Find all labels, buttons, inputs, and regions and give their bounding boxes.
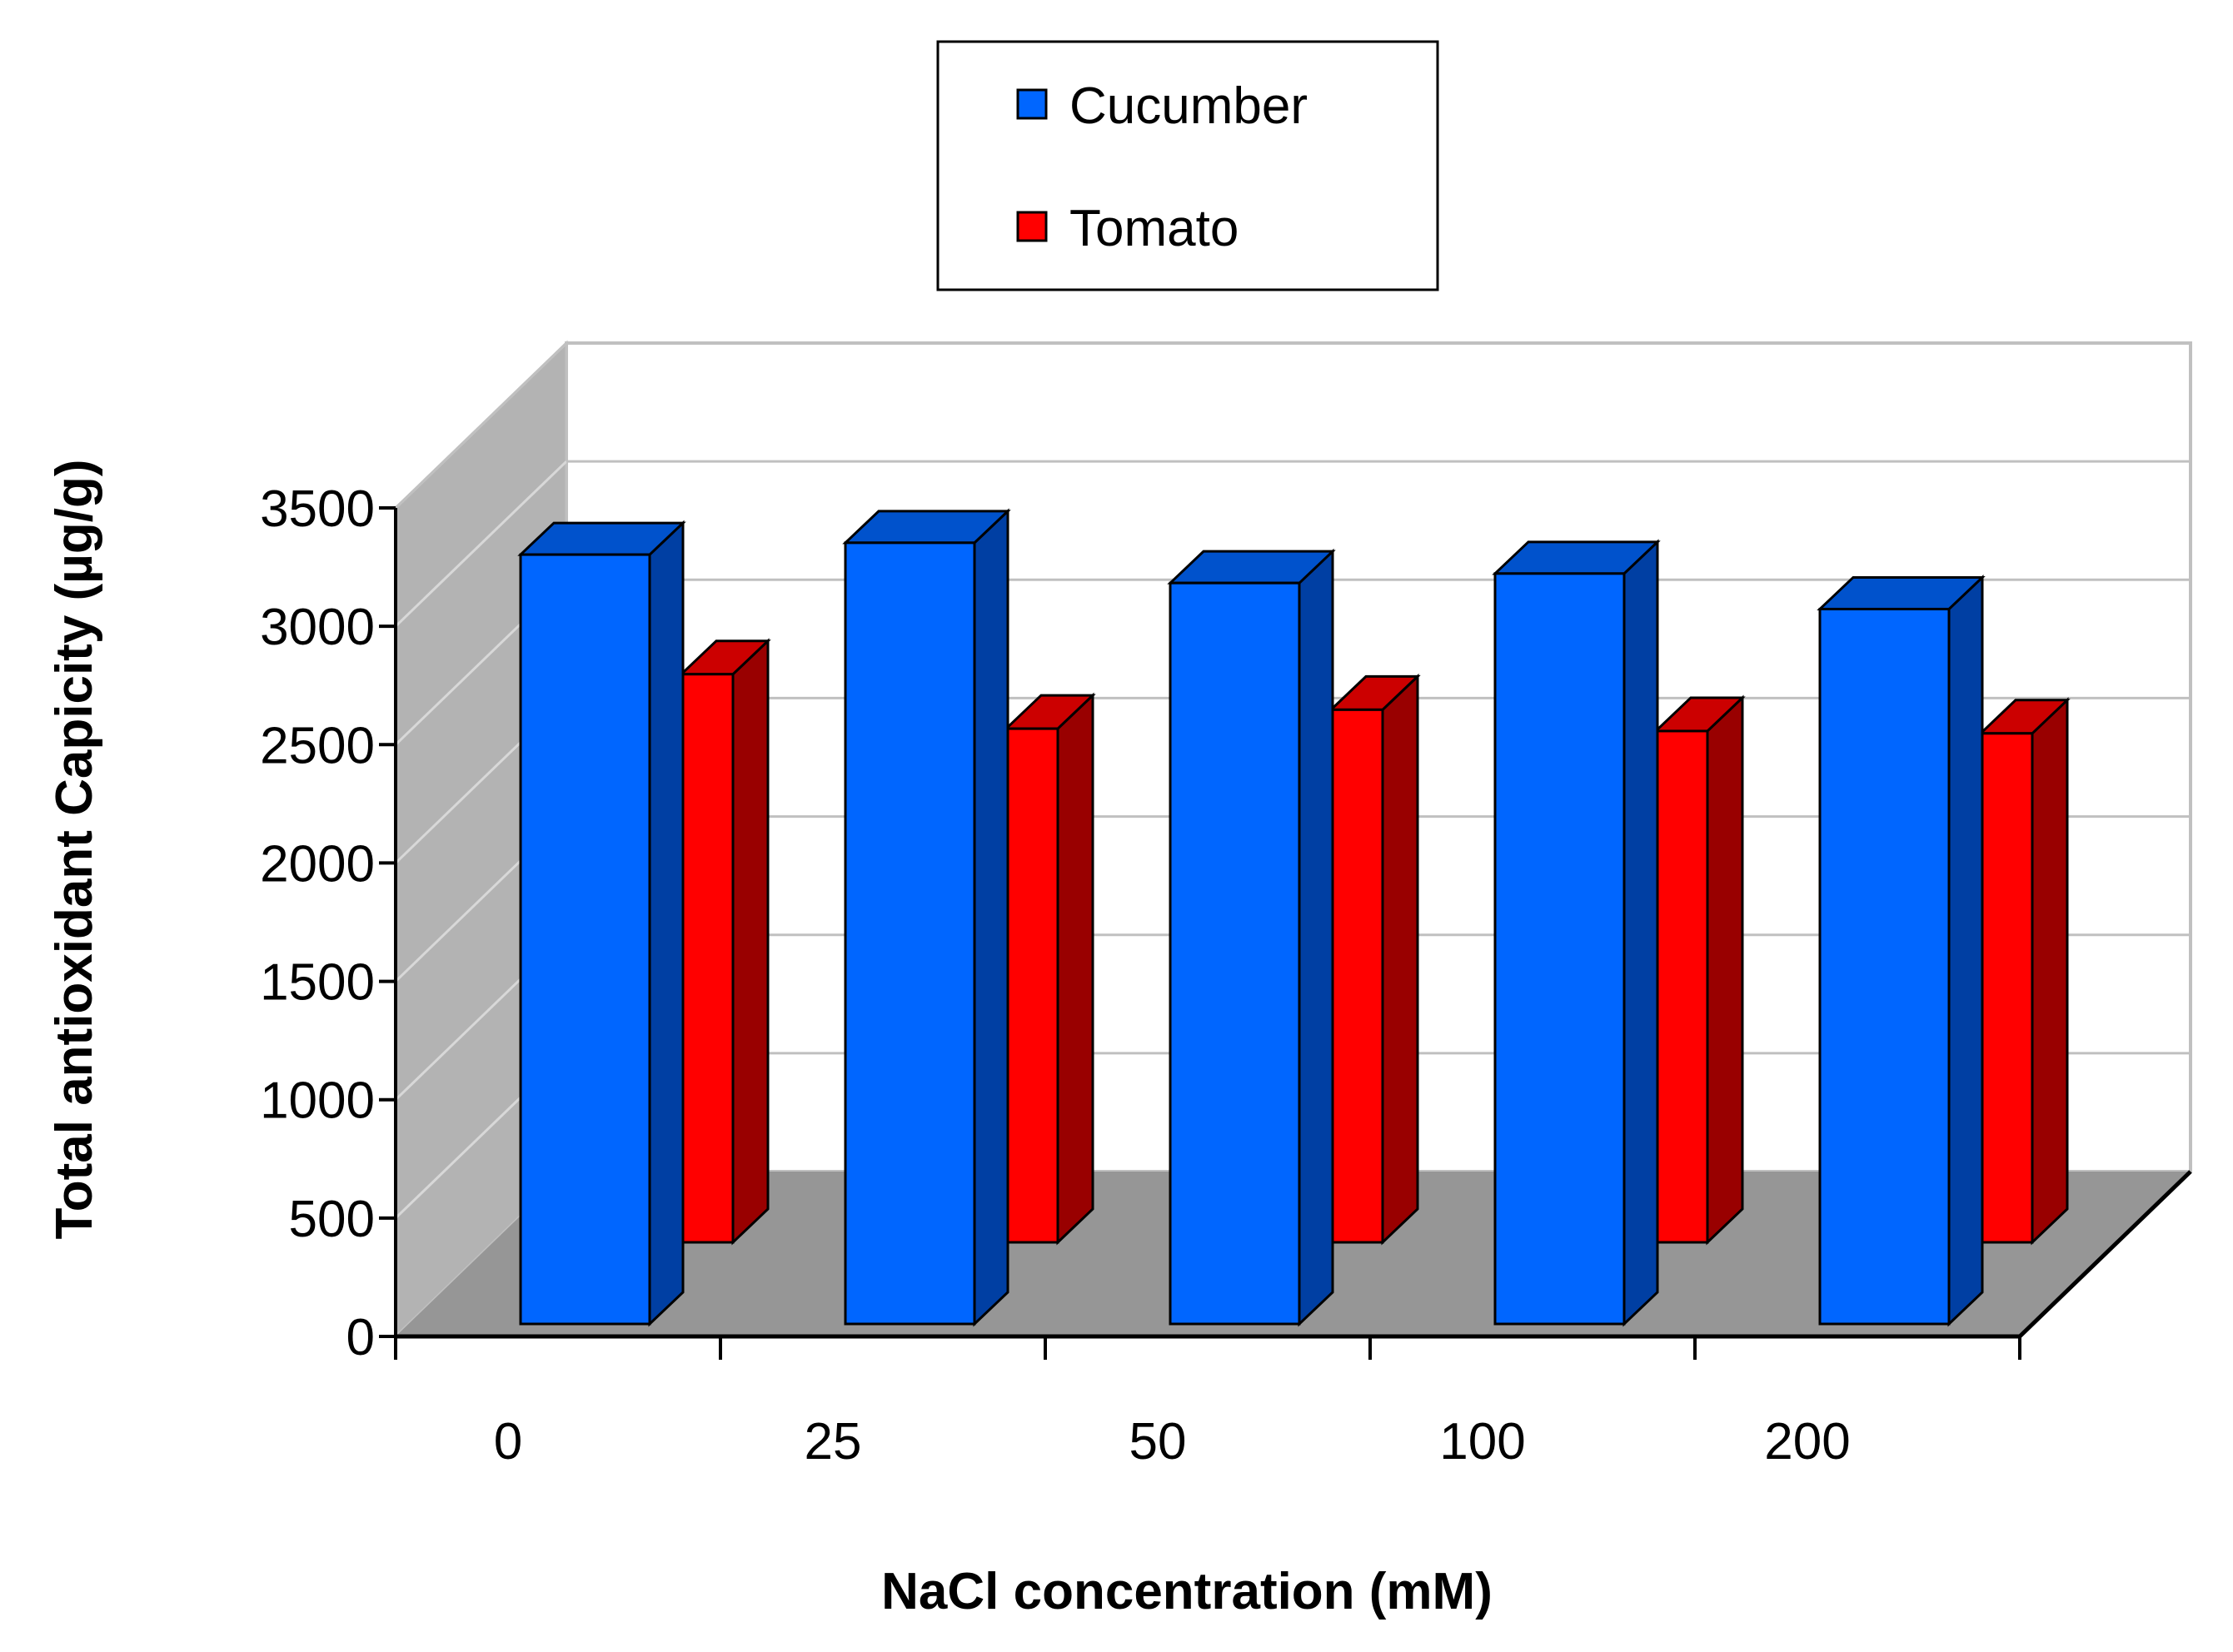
x-tick-label: 50 (1129, 1413, 1187, 1470)
side-gridline (394, 341, 568, 510)
bar-side-face (648, 520, 685, 1327)
x-axis-ticks: 0 25 50 100 200 (394, 1336, 2021, 1470)
bar-tomato-0 (678, 638, 771, 1246)
bar-front-face (1169, 581, 1301, 1326)
y-tick-label: 500 (289, 1191, 375, 1248)
bar-front-face (1004, 727, 1059, 1244)
bar-side-face (1298, 548, 1334, 1327)
bar-side-face (1706, 694, 1744, 1246)
bar-front-face (1654, 729, 1709, 1244)
bar-side-face (973, 508, 1009, 1327)
bar-side-face (1381, 673, 1419, 1246)
y-tick-label: 2000 (260, 835, 375, 893)
x-tick-label: 25 (805, 1413, 862, 1470)
bar-side-face (731, 638, 770, 1246)
bar-side-face (1622, 539, 1659, 1327)
legend-swatch-tomato (1016, 211, 1048, 242)
bar-front-face (844, 541, 976, 1326)
bar-cucumber-25 (842, 508, 1011, 1327)
bar-front-face (680, 673, 735, 1244)
x-tick-label: 100 (1439, 1413, 1525, 1470)
y-tick-label: 3000 (260, 599, 375, 656)
y-tick-label: 1000 (260, 1072, 375, 1130)
y-tick-label: 2500 (260, 717, 375, 774)
x-tick-label: 200 (1764, 1413, 1850, 1470)
y-axis-title: Total antioxidant Capicity (µg/g) (46, 459, 103, 1239)
y-tick-label: 0 (346, 1309, 375, 1366)
bar-front-face (519, 553, 651, 1326)
y-axis-ticks: 0 500 1000 1500 2000 2500 3000 3500 (260, 480, 396, 1366)
bars (517, 508, 2071, 1327)
bar-tomato-200 (1977, 697, 2071, 1246)
bar-front-face (1979, 732, 2034, 1244)
legend-label-cucumber: Cucumber (1069, 77, 1308, 135)
y-tick-label: 1500 (260, 954, 375, 1012)
floor-right-edge (2018, 1170, 2192, 1338)
legend-label-tomato: Tomato (1069, 200, 1239, 257)
x-axis-title: NaCl concentration (mM) (881, 1563, 1493, 1620)
legend-swatch-cucumber (1016, 88, 1048, 120)
bar-cucumber-0 (517, 520, 686, 1327)
bar-side-face (1947, 574, 1984, 1327)
bar-front-face (1329, 708, 1384, 1244)
bar-tomato-25 (1003, 692, 1096, 1246)
x-tick-label: 0 (494, 1413, 522, 1470)
legend: Cucumber Tomato (936, 40, 1439, 291)
side-gridline (394, 460, 568, 628)
bar-side-face (1056, 692, 1094, 1246)
bar-cucumber-100 (1492, 539, 1661, 1327)
y-tick-label: 3500 (260, 480, 375, 538)
bar-side-face (2031, 697, 2069, 1246)
bar-cucumber-200 (1817, 574, 1986, 1327)
legend-box (936, 40, 1439, 291)
bar-tomato-50 (1328, 673, 1421, 1246)
bar-front-face (1493, 572, 1626, 1326)
bar-cucumber-50 (1167, 548, 1336, 1327)
bar-tomato-100 (1652, 694, 1746, 1246)
bar-front-face (1818, 607, 1951, 1326)
